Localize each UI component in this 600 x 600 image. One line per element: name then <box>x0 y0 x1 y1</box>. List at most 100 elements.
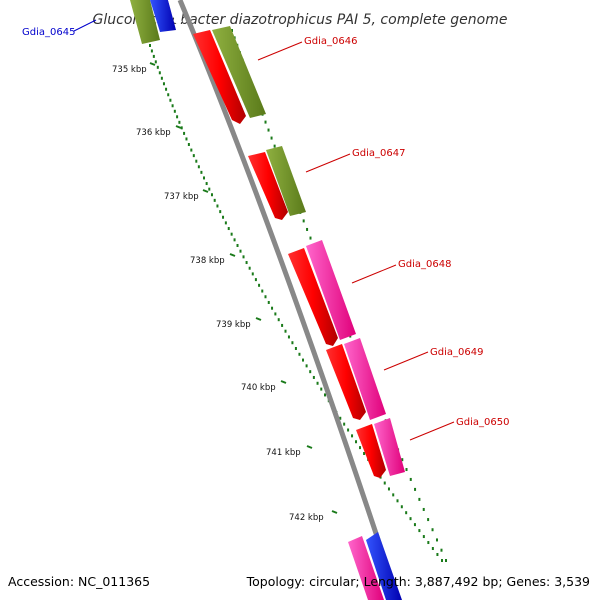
ruler-dot <box>165 87 168 91</box>
feature-blue-bottom <box>366 532 402 600</box>
ruler-dot <box>190 148 193 152</box>
ruler-dot <box>351 434 354 438</box>
connector-gdia-0648 <box>351 264 397 284</box>
inner-ruler-dot <box>409 477 412 481</box>
ruler-dot <box>309 370 312 374</box>
gene-label-gdia-0650[interactable]: Gdia_0650 <box>456 417 509 428</box>
inner-ruler-dot <box>427 518 430 522</box>
tick-label: 735 kbp <box>112 65 147 75</box>
ruler-dot <box>195 159 198 163</box>
ruler-dot <box>287 335 290 339</box>
ruler-dot <box>178 120 181 124</box>
ruler-dot <box>173 109 176 113</box>
inner-ruler-dot <box>414 487 417 491</box>
ruler-dot <box>208 187 211 191</box>
connector-gdia-0649 <box>383 351 429 371</box>
inner-ruler-dot <box>302 219 305 223</box>
gene-label-gdia-0645[interactable]: Gdia_0645 <box>22 27 75 38</box>
ruler-dot <box>239 249 242 253</box>
ruler-dot <box>258 283 261 287</box>
inner-ruler-dot <box>445 559 447 562</box>
ruler-dot <box>277 318 280 322</box>
ruler-dot <box>264 295 267 299</box>
ruler-dot <box>359 446 362 450</box>
ruler-dot <box>413 523 416 527</box>
ruler-dot <box>176 115 179 119</box>
gene-gdia-0649-cds <box>326 344 366 420</box>
ruler-dot <box>245 261 248 265</box>
genome-backbone <box>177 0 401 600</box>
major-tick-mark <box>149 62 156 66</box>
gene-gdia-0646-cds <box>193 30 246 124</box>
ruler-dot <box>197 165 200 169</box>
inner-ruler-dot <box>264 120 267 124</box>
major-tick-mark <box>280 380 287 384</box>
ruler-dot <box>320 387 323 391</box>
ruler-dot <box>339 416 342 420</box>
ruler-dot <box>284 329 287 333</box>
feature-white-top <box>168 0 182 24</box>
ruler-dot <box>162 82 165 86</box>
gene-label-gdia-0647[interactable]: Gdia_0647 <box>352 148 405 159</box>
inner-ruler-dot <box>270 136 273 140</box>
major-tick-mark <box>255 317 262 321</box>
ruler-dot <box>405 511 408 515</box>
ruler-dot <box>185 137 188 141</box>
feature-pink-bottom <box>348 536 384 600</box>
ruler-dot <box>387 487 390 491</box>
tick-label: 739 kbp <box>216 320 251 330</box>
gene-label-gdia-0648[interactable]: Gdia_0648 <box>398 259 451 270</box>
ruler-dot <box>213 198 216 202</box>
ruler-dot <box>363 452 366 455</box>
ruler-dot <box>298 352 301 356</box>
ruler-dot <box>305 364 308 368</box>
ruler-dot <box>158 71 161 75</box>
gene-label-gdia-0649[interactable]: Gdia_0649 <box>430 347 483 358</box>
ruler-dot <box>230 232 233 236</box>
gene-gdia-0647-cds <box>248 152 288 220</box>
ruler-dot <box>271 306 274 310</box>
gene-gdia-0646-track <box>212 26 266 118</box>
tick-label: 738 kbp <box>190 256 225 266</box>
inner-ruler-dot <box>306 227 309 231</box>
tick-label: 740 kbp <box>241 383 276 393</box>
ruler-dot <box>302 358 305 362</box>
accession-text: Accession: NC_011365 <box>8 574 150 589</box>
ruler-dot <box>392 493 395 497</box>
gene-label-gdia-0646[interactable]: Gdia_0646 <box>304 36 357 47</box>
ruler-dot <box>183 131 186 135</box>
connector-gdia-0646 <box>257 41 303 61</box>
gene-features <box>130 0 405 600</box>
ruler-dot <box>267 300 270 304</box>
ruler-dot <box>154 60 157 64</box>
ruler-dot <box>422 535 425 539</box>
ruler-dot <box>316 381 319 385</box>
inner-ruler-dot <box>431 528 434 532</box>
feature-olive-top <box>130 0 160 44</box>
inner-ruler-dot <box>273 144 276 148</box>
gene-label-connectors <box>73 19 455 441</box>
inner-ruler-dot <box>422 507 425 511</box>
ruler-dot <box>219 210 222 214</box>
tick-label: 742 kbp <box>289 513 324 523</box>
inner-ruler-dot <box>418 497 421 501</box>
ruler-dot <box>251 272 254 276</box>
inner-ruler-dot <box>401 458 404 462</box>
ruler-dot <box>383 481 386 485</box>
gene-gdia-0648-cds <box>288 248 338 346</box>
gene-gdia-0647-track <box>266 146 306 216</box>
ruler-dot <box>396 499 399 503</box>
ruler-dot <box>236 244 239 247</box>
ruler-dot <box>222 215 225 219</box>
tick-label: 741 kbp <box>266 448 301 458</box>
major-tick-mark <box>229 253 236 257</box>
ruler-dot <box>200 170 203 174</box>
ruler-dot <box>418 529 421 533</box>
ruler-dot <box>441 559 443 562</box>
connector-gdia-0647 <box>305 153 351 173</box>
ruler-dot <box>233 238 236 242</box>
major-tick-mark <box>202 189 209 193</box>
ruler-dot <box>400 505 403 509</box>
inner-ruler-dot <box>405 468 408 472</box>
